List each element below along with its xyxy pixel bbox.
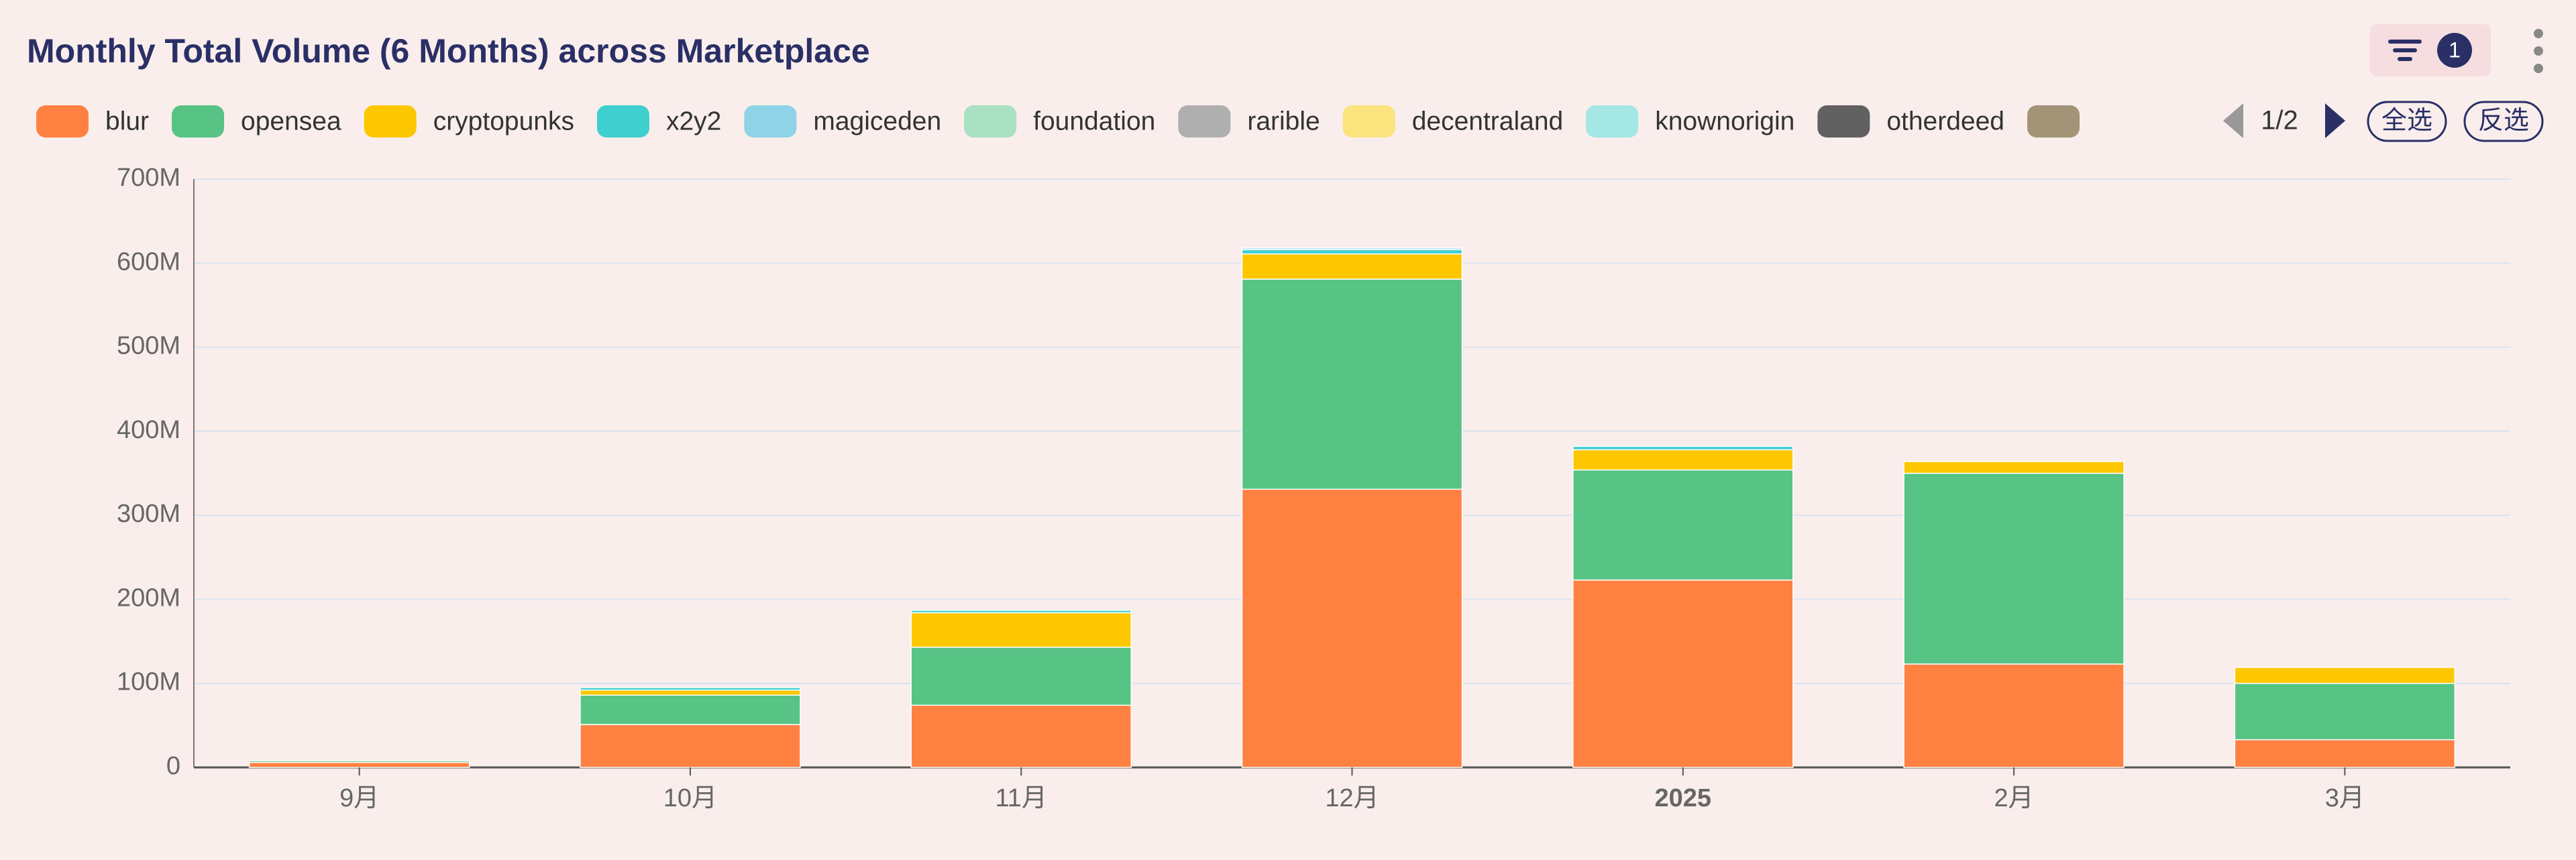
bar-segment	[1903, 461, 2125, 474]
bar-segment	[1241, 249, 1463, 255]
bar-segment	[2234, 682, 2456, 741]
bar-segment	[1241, 488, 1463, 768]
legend-swatch-more	[2027, 105, 2080, 138]
y-tick-label: 0	[166, 752, 180, 780]
legend-swatch[interactable]	[596, 105, 649, 138]
y-tick-label: 100M	[117, 668, 180, 696]
select-all-button[interactable]	[2367, 101, 2447, 142]
y-tick-label: 600M	[117, 248, 180, 276]
legend-label[interactable]: rarible	[1247, 107, 1320, 136]
legend-swatch[interactable]	[1178, 105, 1231, 138]
legend-label[interactable]: cryptopunks	[433, 107, 574, 136]
bar-segment	[910, 609, 1132, 614]
bar-segment	[248, 761, 470, 768]
chart-title: Monthly Total Volume (6 Months) across M…	[27, 32, 870, 70]
x-tick-label: 11月	[995, 784, 1046, 812]
bar-segment	[1241, 278, 1463, 490]
bar-segment	[2234, 667, 2456, 684]
legend-swatch[interactable]	[744, 105, 797, 138]
legend-swatch[interactable]	[1817, 105, 1870, 138]
y-tick-label: 200M	[117, 584, 180, 612]
legend-label[interactable]: x2y2	[666, 107, 721, 136]
y-tick-label: 300M	[117, 500, 180, 528]
bar-segment	[580, 694, 801, 725]
legend-swatch[interactable]	[1342, 105, 1395, 138]
legend-swatch[interactable]	[172, 105, 225, 138]
legend-swatch[interactable]	[36, 105, 89, 138]
bar-segment	[580, 689, 801, 696]
bar-segment	[1572, 469, 1794, 581]
legend-label[interactable]: otherdeed	[1886, 107, 2004, 136]
y-tick-label: 700M	[117, 164, 180, 192]
legend-label[interactable]: opensea	[241, 107, 341, 136]
invert-button[interactable]	[2463, 101, 2544, 142]
bar-segment	[1903, 663, 2125, 768]
filter-count: 1	[2449, 38, 2461, 62]
legend-label[interactable]: foundation	[1033, 107, 1155, 136]
bar-segment	[1241, 247, 1463, 250]
legend-swatch[interactable]	[964, 105, 1017, 138]
x-tick-label: 10月	[663, 784, 717, 812]
filter-icon	[2388, 40, 2422, 61]
legend-label[interactable]: knownorigin	[1655, 107, 1794, 136]
legend-label[interactable]: blur	[105, 107, 149, 136]
page-indicator: 1/2	[2261, 106, 2298, 136]
next-page[interactable]	[2325, 103, 2345, 138]
invert-label: 反选	[2478, 107, 2529, 135]
bar-segment	[910, 612, 1132, 648]
bar-segment	[2234, 739, 2456, 768]
filter-button[interactable]	[2370, 24, 2491, 76]
bar-segment	[910, 647, 1132, 706]
bar-segment	[1572, 445, 1794, 451]
y-tick-label: 500M	[117, 332, 180, 360]
bar-segment	[1903, 472, 2125, 665]
x-tick-label: 2月	[1994, 784, 2034, 812]
bar-segment	[580, 687, 801, 691]
bar-segment	[248, 760, 470, 763]
select-all-label: 全选	[2381, 107, 2432, 135]
x-tick-label: 3月	[2325, 784, 2365, 812]
bar-segment	[910, 704, 1132, 768]
bar-segment	[1572, 449, 1794, 471]
x-tick-label: 2025	[1655, 784, 1712, 812]
prev-page[interactable]	[2223, 103, 2243, 138]
x-tick-label: 9月	[339, 784, 379, 812]
y-tick-label: 400M	[117, 416, 180, 444]
more-menu[interactable]	[2534, 29, 2543, 73]
filter-badge	[2437, 33, 2472, 68]
bar-segment	[1572, 579, 1794, 768]
bar-segment	[1241, 253, 1463, 280]
legend-label[interactable]: decentraland	[1412, 107, 1564, 136]
x-tick-label: 12月	[1325, 784, 1379, 812]
bar-segment	[580, 724, 801, 768]
legend-swatch[interactable]	[364, 105, 417, 138]
legend-swatch[interactable]	[1586, 105, 1639, 138]
legend-label[interactable]: magiceden	[813, 107, 941, 136]
